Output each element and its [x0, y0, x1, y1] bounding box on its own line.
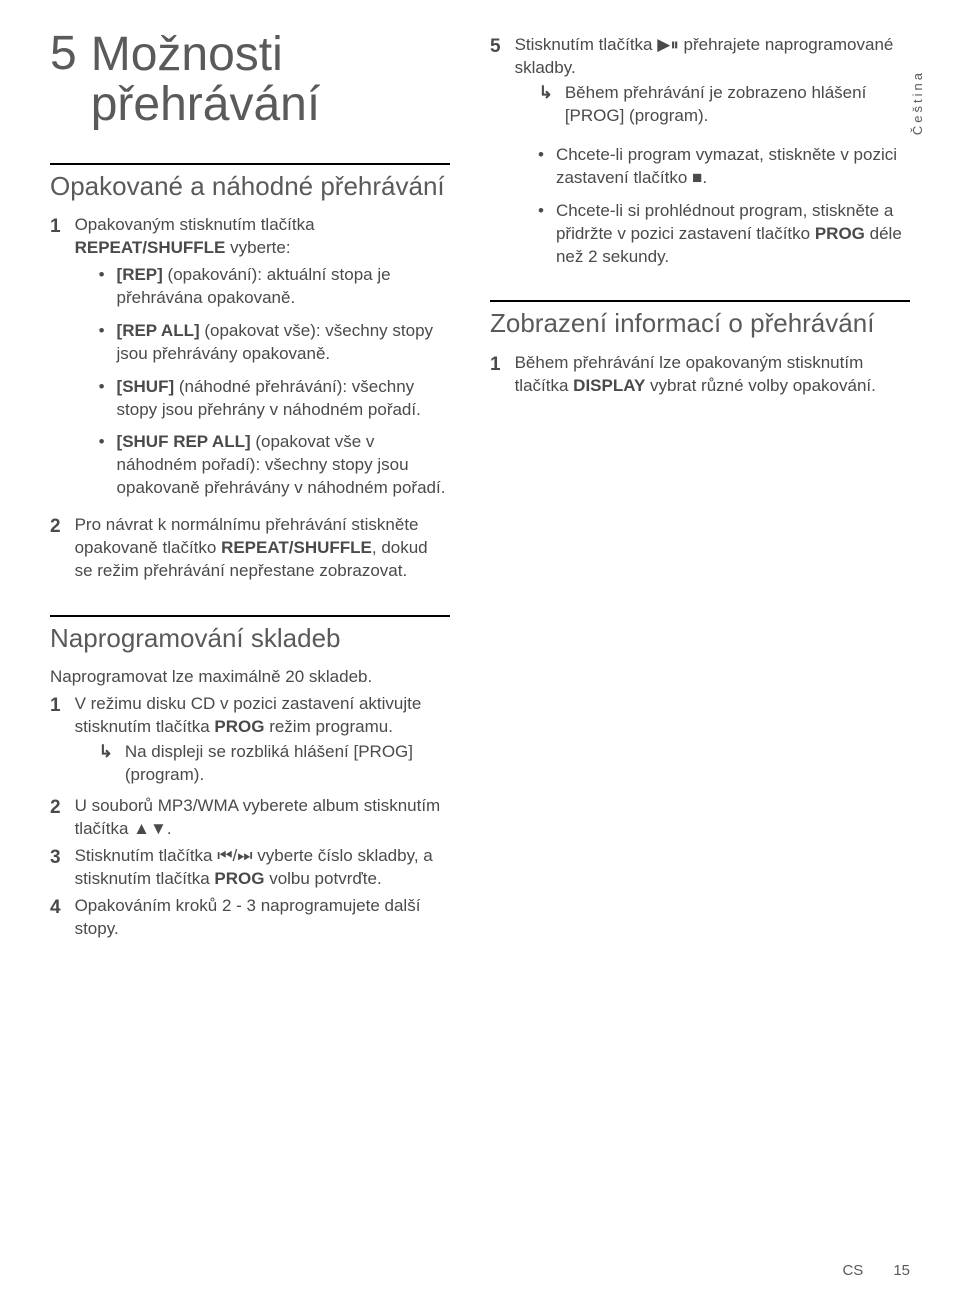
prog-step1-c: režim programu.: [264, 717, 392, 736]
step-number: 2: [50, 795, 61, 841]
note-review: • Chcete-li si prohlédnout program, stis…: [538, 200, 910, 269]
footer-page-number: 15: [893, 1262, 910, 1279]
bullet-shufrepall: • [SHUF REP ALL] (opakovat vše v náhodné…: [99, 431, 450, 500]
page-footer: CS 15: [842, 1262, 910, 1279]
opt-rep: [REP]: [117, 265, 163, 284]
step-5-program: 5 Stisknutím tlačítka ▶⏸ přehrajete napr…: [490, 34, 910, 132]
note-review-btn: PROG: [815, 224, 865, 243]
prog-step1-arrow-text: Na displeji se rozbliká hlášení [PROG] (…: [125, 741, 450, 787]
prog-step4-text: Opakováním kroků 2 - 3 naprogramujete da…: [75, 896, 421, 938]
step-number: 3: [50, 845, 61, 891]
bullet-repall: • [REP ALL] (opakovat vše): všechny stop…: [99, 320, 450, 366]
arrow-icon: ↳: [539, 82, 553, 128]
bullet-dot-icon: •: [99, 431, 105, 500]
step-body: Stisknutím tlačítka ⏮/⏭ vyberte číslo sk…: [75, 845, 450, 891]
right-column: 5 Stisknutím tlačítka ▶⏸ přehrajete napr…: [490, 30, 910, 945]
repeat-options-list: • [REP] (opakování): aktuální stopa je p…: [99, 264, 450, 500]
bullet-dot-icon: •: [99, 264, 105, 310]
section-title-repeat: Opakované a náhodné přehrávání: [50, 163, 450, 202]
footer-lang: CS: [842, 1262, 863, 1279]
step-body: Pro návrat k normálnímu přehrávání stisk…: [75, 514, 450, 583]
step2-btn: REPEAT/SHUFFLE: [221, 538, 372, 557]
play-pause-icon: ▶⏸: [657, 35, 679, 54]
chapter-name: Možnosti přehrávání: [91, 30, 450, 131]
step-1-program: 1 V režimu disku CD v pozici zastavení a…: [50, 693, 450, 791]
step-number: 2: [50, 514, 61, 583]
step5-arrow-text: Během přehrávání je zobrazeno hlášení [P…: [565, 82, 910, 128]
bullet-rep: • [REP] (opakování): aktuální stopa je p…: [99, 264, 450, 310]
left-column: 5 Možnosti přehrávání Opakované a náhodn…: [50, 30, 450, 945]
step-1-repeat: 1 Opakovaným stisknutím tlačítka REPEAT/…: [50, 214, 450, 510]
step-body: Opakováním kroků 2 - 3 naprogramujete da…: [75, 895, 450, 941]
step-2-repeat: 2 Pro návrat k normálnímu přehrávání sti…: [50, 514, 450, 583]
section-title-display: Zobrazení informací o přehrávání: [490, 300, 910, 339]
step1-text-a: Opakovaným stisknutím tlačítka: [75, 215, 315, 234]
program-intro: Naprogramovat lze maximálně 20 skladeb.: [50, 666, 450, 689]
bullet-shuf: • [SHUF] (náhodné přehrávání): všechny s…: [99, 376, 450, 422]
language-side-label: Čeština: [910, 70, 925, 135]
step-number: 1: [50, 214, 61, 510]
stop-icon: ■: [692, 168, 702, 187]
step-4-program: 4 Opakováním kroků 2 - 3 naprogramujete …: [50, 895, 450, 941]
arrow-icon: ↳: [99, 741, 113, 787]
disp-step1-btn: DISPLAY: [573, 376, 645, 395]
chapter-number: 5: [50, 30, 77, 78]
step-3-program: 3 Stisknutím tlačítka ⏮/⏭ vyberte číslo …: [50, 845, 450, 891]
opt-shuf: [SHUF]: [117, 377, 175, 396]
step-body: V režimu disku CD v pozici zastavení akt…: [75, 693, 450, 791]
bullet-dot-icon: •: [538, 144, 544, 190]
section-title-program: Naprogramování skladeb: [50, 615, 450, 654]
step-body: U souborů MP3/WMA vyberete album stisknu…: [75, 795, 450, 841]
bullet-dot-icon: •: [99, 320, 105, 366]
prog-step3-c: volbu potvrďte.: [264, 869, 381, 888]
step-number: 1: [50, 693, 61, 791]
prog-step3-btn2: PROG: [214, 869, 264, 888]
step1-btn: REPEAT/SHUFFLE: [75, 238, 226, 257]
step-2-program: 2 U souborů MP3/WMA vyberete album stisk…: [50, 795, 450, 841]
step-1-display: 1 Během přehrávání lze opakovaným stiskn…: [490, 352, 910, 398]
prog-step1-result: ↳ Na displeji se rozbliká hlášení [PROG]…: [99, 741, 450, 787]
step5-result: ↳ Během přehrávání je zobrazeno hlášení …: [539, 82, 910, 128]
prog-step2-c: .: [167, 819, 172, 838]
up-down-icon: ▲▼: [133, 819, 167, 838]
step1-text-c: vyberte:: [225, 238, 290, 257]
step-body: Opakovaným stisknutím tlačítka REPEAT/SH…: [75, 214, 450, 510]
step-number: 5: [490, 34, 501, 132]
prog-step3-a: Stisknutím tlačítka: [75, 846, 218, 865]
note-erase-c: .: [702, 168, 707, 187]
step-number: 4: [50, 895, 61, 941]
prev-next-icon: ⏮/⏭: [217, 846, 252, 865]
step-body: Během přehrávání lze opakovaným stisknut…: [515, 352, 910, 398]
step5-a: Stisknutím tlačítka: [515, 35, 658, 54]
page-columns: 5 Možnosti přehrávání Opakované a náhodn…: [50, 30, 910, 945]
prog-step1-btn: PROG: [214, 717, 264, 736]
note-erase-a: Chcete-li program vymazat, stiskněte v p…: [556, 145, 897, 187]
chapter-title: 5 Možnosti přehrávání: [50, 30, 450, 131]
step-body: Stisknutím tlačítka ▶⏸ přehrajete naprog…: [515, 34, 910, 132]
disp-step1-c: vybrat různé volby opakování.: [645, 376, 876, 395]
bullet-dot-icon: •: [538, 200, 544, 269]
note-erase: • Chcete-li program vymazat, stiskněte v…: [538, 144, 910, 190]
prog-step2-a: U souborů MP3/WMA vyberete album stisknu…: [75, 796, 441, 838]
step-number: 1: [490, 352, 501, 398]
opt-repall: [REP ALL]: [117, 321, 200, 340]
bullet-dot-icon: •: [99, 376, 105, 422]
program-notes-list: • Chcete-li program vymazat, stiskněte v…: [538, 144, 910, 269]
opt-shufrepall: [SHUF REP ALL]: [117, 432, 251, 451]
